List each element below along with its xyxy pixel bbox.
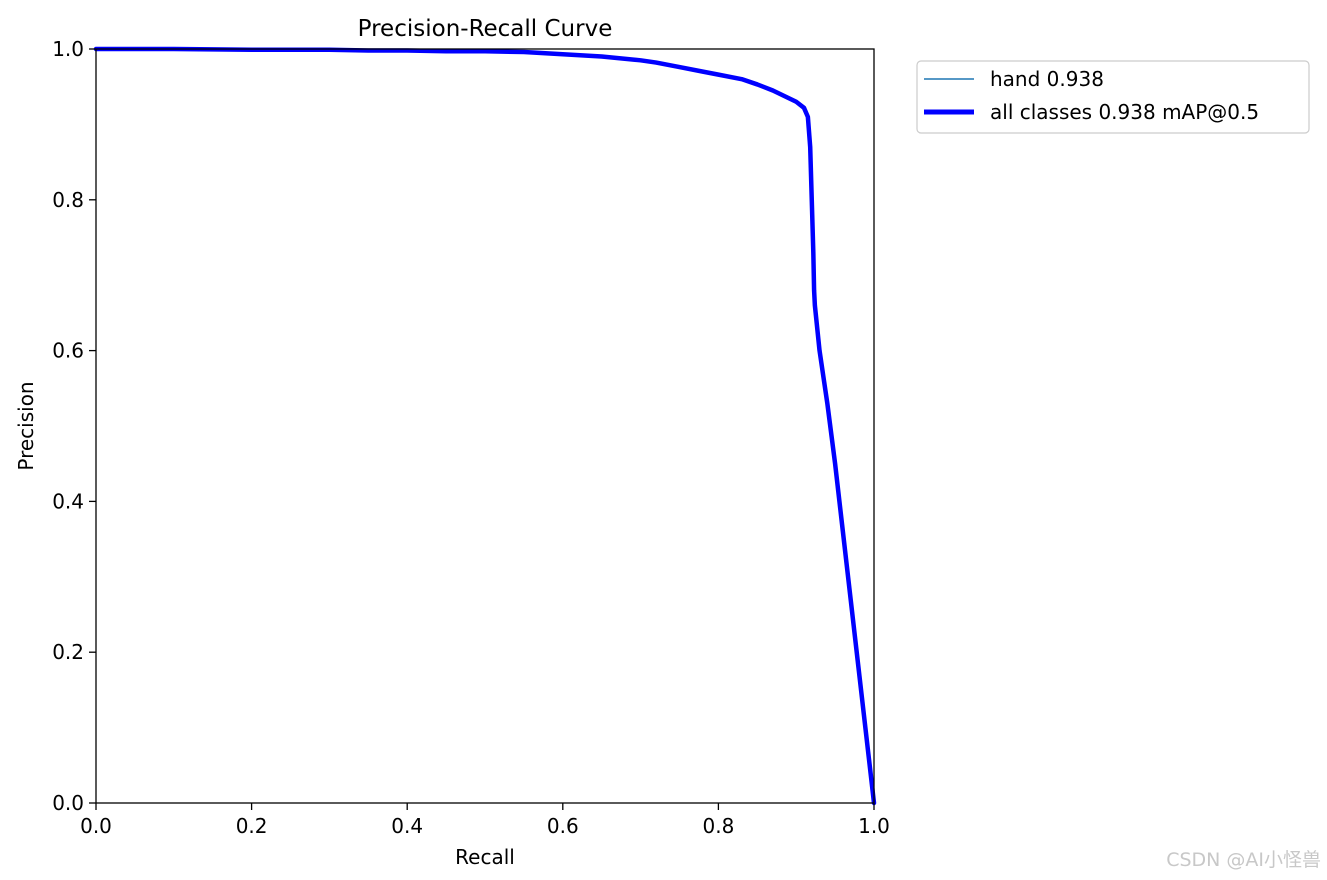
legend-label-all-classes: all classes 0.938 mAP@0.5 [990, 100, 1259, 124]
x-tick-label: 0.4 [391, 814, 423, 838]
x-tick-label: 0.8 [702, 814, 734, 838]
axes: 0.0 0.2 0.4 0.6 0.8 1.0 0.0 0.2 0.4 0.6 0.8 1.0 [52, 37, 890, 838]
series-line-all-classes [93, 46, 877, 806]
y-tick-label: 1.0 [52, 37, 84, 61]
chart-title: Precision-Recall Curve [358, 16, 613, 42]
axes-frame [95, 48, 875, 804]
y-tick-label: 0.2 [52, 640, 84, 664]
y-axis-label: Precision [14, 381, 38, 470]
legend: hand 0.938 all classes 0.938 mAP@0.5 [916, 60, 1310, 134]
plot-area [93, 46, 877, 806]
x-tick-label: 1.0 [858, 814, 890, 838]
legend-label-hand: hand 0.938 [990, 67, 1104, 91]
y-tick-label: 0.0 [52, 791, 84, 815]
x-tick-label: 0.6 [547, 814, 579, 838]
series-line-hand [95, 48, 875, 804]
x-tick-label: 0.2 [236, 814, 268, 838]
y-tick-label: 0.8 [52, 188, 84, 212]
x-tick-label: 0.0 [80, 814, 112, 838]
x-axis-label: Recall [455, 845, 515, 869]
y-tick-label: 0.6 [52, 339, 84, 363]
y-tick-label: 0.4 [52, 489, 84, 513]
legend-frame [916, 60, 1310, 134]
watermark-text: CSDN @AI小怪兽 [1166, 849, 1321, 871]
